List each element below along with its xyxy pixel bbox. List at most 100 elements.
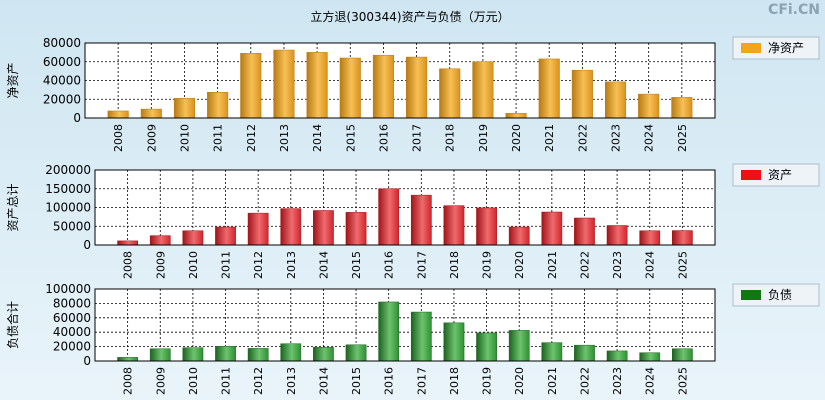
bar-2010 [182, 347, 204, 362]
x-tick-label: 2024 [643, 124, 656, 152]
x-tick-label: 2018 [444, 124, 457, 152]
bar-2019 [472, 61, 494, 119]
legend-box [732, 163, 820, 187]
bar-2009 [140, 108, 162, 119]
x-tick-label: 2012 [245, 124, 258, 152]
x-tick-label: 2011 [212, 124, 225, 152]
x-tick-label: 2018 [448, 251, 461, 279]
y-tick-label: 20000 [53, 340, 91, 354]
y-tick-label: 60000 [53, 311, 91, 325]
x-tick-label: 2009 [154, 251, 167, 279]
x-tick-label: 2015 [350, 367, 363, 395]
bar-2017 [410, 194, 432, 246]
bar-2013 [280, 208, 302, 246]
bar-2013 [273, 49, 295, 119]
bar-2016 [372, 54, 394, 119]
plot-frame [94, 288, 716, 362]
x-tick-label: 2020 [513, 251, 526, 279]
bar-2017 [410, 311, 432, 362]
bar-2022 [574, 217, 595, 246]
x-tick-label: 2023 [611, 251, 624, 279]
bar-2018 [443, 322, 465, 362]
x-tick-label: 2008 [122, 367, 135, 395]
x-tick-label: 2010 [187, 251, 200, 279]
legend: 负债 [732, 283, 820, 307]
bar-2021 [541, 211, 563, 246]
x-tick-label: 2014 [311, 124, 324, 152]
x-tick-label: 2017 [415, 367, 428, 395]
x-tick-label: 2025 [676, 251, 689, 279]
bar-2014 [306, 52, 328, 119]
legend: 净资产 [732, 36, 820, 60]
bar-2023 [606, 225, 628, 246]
bar-2024 [639, 352, 661, 362]
y-tick-label: 40000 [53, 325, 91, 339]
plot-frame [94, 169, 716, 246]
y-axis-label: 负债合计 [5, 301, 20, 349]
bar-2025 [671, 97, 693, 119]
x-tick-label: 2015 [344, 124, 357, 152]
x-tick-label: 2022 [578, 251, 591, 279]
y-tick-label: 0 [83, 354, 91, 368]
x-tick-label: 2009 [154, 367, 167, 395]
x-tick-label: 2013 [278, 124, 291, 152]
x-tick-label: 2012 [252, 367, 265, 395]
x-tick-label: 2024 [644, 251, 657, 279]
bar-2021 [541, 342, 563, 362]
x-tick-label: 2020 [513, 367, 526, 395]
bar-2023 [604, 81, 627, 119]
x-tick-label: 2010 [178, 124, 191, 152]
x-tick-label: 2011 [220, 367, 233, 395]
bar-2015 [339, 57, 361, 119]
x-tick-label: 2013 [285, 367, 298, 395]
y-axis-label: 净资产 [6, 62, 20, 98]
plot-frame [84, 42, 716, 119]
x-tick-label: 2011 [220, 251, 233, 279]
bar-2015 [345, 344, 367, 362]
bar-2020 [508, 330, 530, 362]
y-tick-label: 100000 [45, 282, 91, 296]
bar-2009 [149, 348, 171, 362]
x-tick-label: 2017 [411, 124, 424, 152]
y-axis-label: 资产总计 [6, 183, 20, 231]
bar-2016 [378, 188, 400, 246]
y-tick-label: 50000 [53, 219, 91, 233]
bar-2025 [672, 348, 693, 362]
bar-2013 [280, 343, 302, 362]
x-tick-label: 2019 [477, 124, 490, 152]
legend-swatch [741, 170, 761, 180]
y-tick-label: 100000 [45, 201, 91, 215]
x-tick-label: 2019 [481, 367, 494, 395]
bar-2008 [107, 110, 129, 119]
y-tick-label: 80000 [43, 36, 81, 50]
x-tick-label: 2010 [187, 367, 200, 395]
legend-box [732, 36, 820, 60]
legend-label: 资产 [768, 168, 792, 182]
legend-label: 负债 [768, 288, 792, 302]
x-tick-label: 2025 [676, 367, 689, 395]
bar-2019 [476, 207, 497, 246]
x-tick-label: 2023 [610, 124, 623, 152]
bar-2012 [240, 53, 262, 119]
bar-2008 [117, 240, 138, 246]
x-tick-label: 2021 [546, 251, 559, 279]
x-tick-label: 2022 [576, 124, 589, 152]
chart-panel-2: 0 50000 100000 150000 200000 2008 2009 2010 2011… [6, 163, 820, 279]
bar-2014 [313, 210, 334, 246]
bar-2010 [173, 98, 196, 119]
x-tick-label: 2014 [317, 367, 330, 395]
bar-2020 [505, 113, 527, 119]
chart-panel-1: 0 20000 40000 60000 80000 2008 2009 2010 2011 201… [6, 36, 820, 152]
legend: 资产 [732, 163, 820, 187]
legend-box [732, 283, 820, 307]
y-tick-label: 40000 [43, 74, 81, 88]
bar-2012 [247, 212, 269, 246]
x-tick-label: 2008 [122, 251, 135, 279]
x-tick-label: 2018 [448, 367, 461, 395]
x-tick-label: 2022 [578, 367, 591, 395]
bar-2012 [247, 348, 269, 362]
y-tick-label: 60000 [43, 55, 81, 69]
x-tick-label: 2023 [611, 367, 624, 395]
